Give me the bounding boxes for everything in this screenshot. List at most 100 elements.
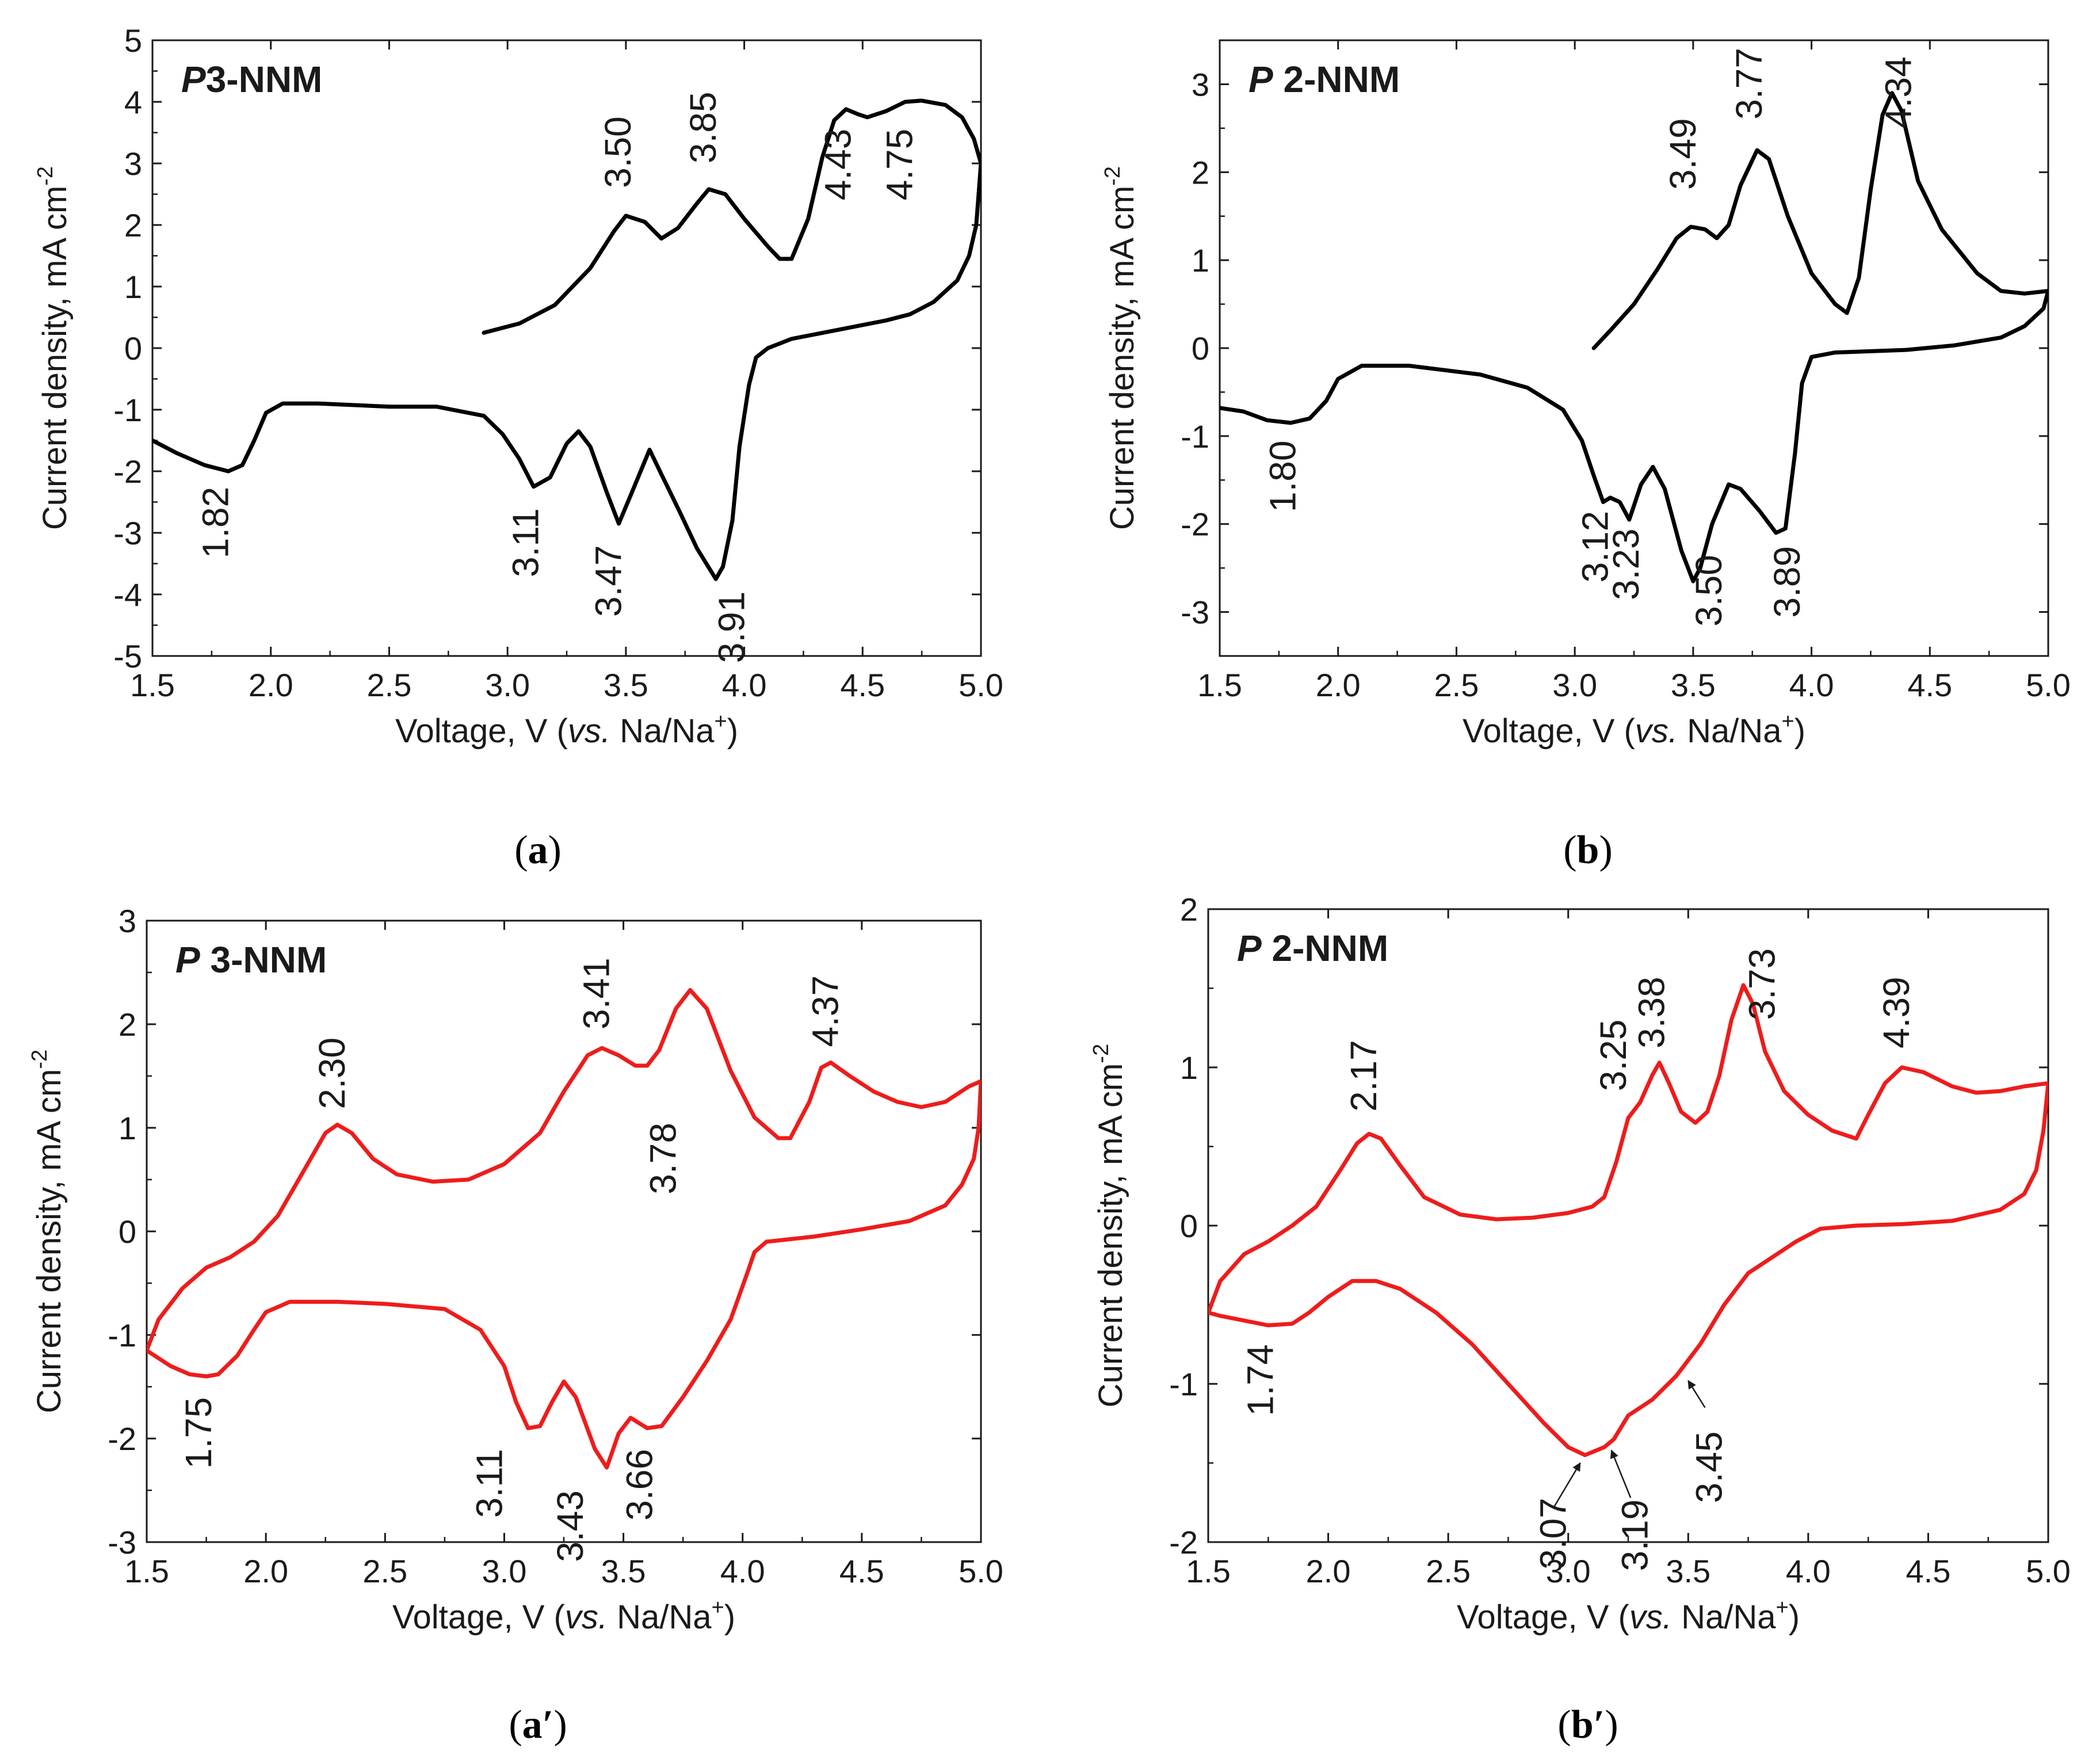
x-tick-label: 4.5 — [1906, 1553, 1950, 1589]
peak-label: 3.45 — [1689, 1432, 1730, 1504]
peak-label: 3.47 — [588, 545, 629, 617]
peak-label: 4.37 — [804, 975, 846, 1047]
annotation-arrow — [1610, 1449, 1632, 1498]
chart-panel-3: 1.5 2.0 2.5 3.0 3.5 4.0 4.5 5.0 -3 -2 -1 0 1 2 3 2.30 3.… — [28, 903, 1003, 1747]
x-tick-label: 4.0 — [720, 1553, 765, 1589]
peak-label: 3.73 — [1741, 948, 1782, 1020]
y-tick-label: 4 — [124, 84, 142, 120]
y-tick-label: -1 — [1169, 1366, 1198, 1402]
y-tick-label: -2 — [113, 453, 142, 490]
peak-label: 2.17 — [1343, 1040, 1384, 1112]
peak-label: 3.38 — [1631, 976, 1673, 1048]
x-tick-label: 4.0 — [1786, 1553, 1831, 1589]
x-axis-label: Voltage, V (vs. Na/Na+) — [395, 709, 738, 750]
y-axis-label: Current density, mA cm-2 — [28, 1050, 68, 1413]
chart-title: P 2-NNM — [1248, 59, 1400, 100]
x-tick-label: 3.5 — [604, 667, 648, 703]
x-tick-label: 2.0 — [1306, 1553, 1351, 1589]
x-tick-label: 2.5 — [366, 667, 411, 703]
peak-label: 3.41 — [576, 957, 617, 1029]
peak-label: 4.34 — [1877, 56, 1919, 128]
panel-label: (a) — [514, 828, 562, 872]
panel-label: (b) — [1563, 828, 1613, 872]
x-tick-label: 3.0 — [482, 1553, 526, 1589]
x-tick-label: 2.5 — [362, 1553, 407, 1589]
x-tick-label: 4.5 — [1907, 667, 1952, 703]
chart-title: P 3-NNM — [175, 939, 327, 980]
y-tick-label: 1 — [1192, 242, 1209, 278]
series-line-oxidation — [1591, 91, 2048, 350]
x-tick-label: 5.0 — [2026, 667, 2071, 703]
x-tick-label: 4.0 — [1789, 667, 1834, 703]
y-tick-label: 1 — [124, 269, 142, 305]
x-tick-label: 1.5 — [130, 667, 175, 703]
peak-label: 3.91 — [711, 592, 753, 663]
peak-label: 3.11 — [468, 1449, 510, 1518]
x-tick-label: 3.5 — [1666, 1553, 1710, 1589]
x-tick-label: 3.0 — [485, 667, 530, 703]
y-tick-label: -3 — [113, 515, 142, 551]
y-tick-label: -1 — [1181, 418, 1209, 455]
x-tick-label: 3.5 — [601, 1553, 646, 1589]
x-tick-label: 5.0 — [2026, 1553, 2071, 1589]
x-tick-label: 2.0 — [249, 667, 293, 703]
peak-label: 4.43 — [818, 129, 859, 201]
x-tick-label: 3.5 — [1671, 667, 1716, 703]
y-tick-label: 0 — [1180, 1208, 1198, 1244]
x-tick-label: 2.0 — [243, 1553, 288, 1589]
chart-title: P3-NNM — [181, 59, 322, 100]
y-tick-label: -1 — [113, 392, 142, 428]
y-tick-label: 1 — [119, 1110, 136, 1146]
peak-label: 3.66 — [618, 1449, 660, 1521]
peak-label: 3.25 — [1593, 1020, 1634, 1092]
peak-label: 3.43 — [549, 1490, 591, 1562]
x-tick-label: 2.5 — [1426, 1553, 1471, 1589]
y-tick-label: 3 — [124, 146, 142, 182]
panel-label: (b′) — [1557, 1703, 1618, 1747]
y-tick-label: 3 — [119, 903, 136, 939]
y-tick-label: 0 — [1192, 330, 1209, 367]
annotation-arrow — [1687, 1380, 1706, 1408]
peak-label: 1.75 — [178, 1397, 219, 1469]
x-tick-label: 1.5 — [1197, 667, 1242, 703]
peak-label: 3.19 — [1614, 1500, 1655, 1571]
peak-label: 2.30 — [311, 1037, 353, 1109]
y-tick-label: -3 — [108, 1524, 136, 1561]
x-tick-label: 2.5 — [1434, 667, 1479, 703]
peak-label: 3.89 — [1766, 546, 1808, 618]
series-line-reduction — [152, 161, 981, 581]
x-axis-label: Voltage, V (vs. Na/Na+) — [1457, 1596, 1800, 1636]
x-tick-label: 4.5 — [840, 667, 885, 703]
peak-label: 4.39 — [1876, 976, 1917, 1048]
chart-panel-2: 1.5 2.0 2.5 3.0 3.5 4.0 4.5 5.0 -3 -2 -1 0 1 2 3 3.49 3.… — [1101, 39, 2071, 872]
y-tick-label: 5 — [124, 22, 142, 59]
peak-label: 3.50 — [1688, 555, 1729, 627]
chart-title: P 2-NNM — [1237, 928, 1388, 969]
y-tick-label: -2 — [108, 1421, 136, 1457]
x-tick-label: 3.0 — [1546, 1553, 1591, 1589]
x-tick-label: 1.5 — [1186, 1553, 1231, 1589]
x-tick-label: 5.0 — [959, 667, 1003, 703]
y-tick-label: -5 — [113, 638, 142, 674]
peak-label: 3.77 — [1728, 48, 1770, 120]
y-tick-label: 3 — [1192, 66, 1209, 102]
y-tick-label: 0 — [119, 1214, 136, 1250]
y-tick-label: 2 — [119, 1006, 136, 1043]
y-tick-label: -4 — [113, 577, 142, 613]
annotation-arrow — [1553, 1462, 1581, 1508]
chart-panel-1: 1.5 2.0 2.5 3.0 3.5 4.0 4.5 5.0 -5 -4 -3 -2 -1 0 1 2 3 4 5… — [33, 22, 1003, 872]
x-tick-label: 5.0 — [959, 1553, 1003, 1589]
peak-label: 3.50 — [597, 116, 639, 188]
y-tick-label: -1 — [108, 1317, 136, 1353]
x-axis-label: Voltage, V (vs. Na/Na+) — [392, 1596, 735, 1636]
peak-label: 3.49 — [1662, 118, 1704, 190]
y-tick-label: 2 — [1192, 154, 1209, 190]
peak-label: 3.07 — [1533, 1498, 1574, 1570]
peak-label: 3.12 — [1575, 511, 1616, 583]
y-axis-label: Current density, mA cm-2 — [33, 166, 74, 530]
series-line-cycle — [147, 988, 981, 1470]
y-axis-label: Current density, mA cm-2 — [1101, 166, 1141, 530]
